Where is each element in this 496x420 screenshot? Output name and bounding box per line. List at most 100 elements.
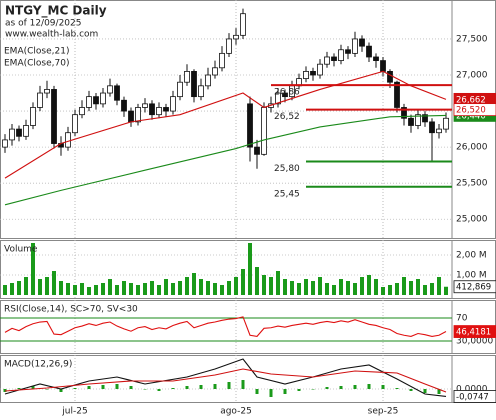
candle-body <box>37 92 43 108</box>
candle-body <box>338 49 344 61</box>
candle-body <box>191 71 197 98</box>
candle-body <box>30 107 36 126</box>
histogram-bar <box>367 384 371 389</box>
panel-title: Volume <box>4 245 38 255</box>
level-label: 25,80 <box>274 164 300 174</box>
value-label: 26,440 <box>456 111 486 121</box>
volume-bar <box>136 285 140 295</box>
volume-bar <box>241 269 245 295</box>
candle-body <box>44 89 50 94</box>
y-tick-label: 30,0000 <box>456 336 493 346</box>
candle-body <box>219 52 225 69</box>
volume-bar <box>423 285 427 295</box>
candle-body <box>114 85 120 101</box>
histogram-bar <box>115 384 119 389</box>
volume-bar <box>220 285 224 295</box>
volume-bar <box>374 279 378 295</box>
volume-bar <box>164 279 168 295</box>
y-tick-label: 25,500 <box>456 179 488 189</box>
panel-title: MACD(12,26,9) <box>4 360 72 370</box>
volume-bar <box>129 283 133 295</box>
histogram-bar <box>409 389 413 391</box>
y-tick-label: 27,500 <box>456 34 488 44</box>
candle-body <box>212 67 218 76</box>
candle-body <box>135 107 141 123</box>
value-box <box>453 280 496 294</box>
candle-body <box>429 121 435 134</box>
volume-bar <box>143 283 147 295</box>
candle-body <box>387 71 393 83</box>
volume-bar <box>108 279 112 295</box>
candle-body <box>233 34 239 40</box>
candle-body <box>310 71 316 76</box>
chart-subtitle: as of 12/09/2025 <box>5 19 81 29</box>
volume-bar <box>171 283 175 295</box>
volume-bar <box>276 271 280 295</box>
legend-entry: EMA(Close,21) <box>4 47 69 57</box>
candle-body <box>380 60 386 72</box>
candle-body <box>72 114 78 134</box>
candle-body <box>240 13 246 36</box>
candle-body <box>142 103 148 108</box>
candle-body <box>23 125 29 137</box>
volume-bar <box>150 281 154 295</box>
histogram-bar <box>129 386 133 389</box>
candle-body <box>359 38 365 47</box>
candle-body <box>93 96 99 105</box>
value-label: 26,662 <box>456 95 486 105</box>
candle-body <box>184 71 190 83</box>
volume-bar <box>101 283 105 295</box>
candle-body <box>254 146 260 155</box>
volume-bar <box>437 277 441 295</box>
histogram-bar <box>241 380 245 389</box>
candle-body <box>51 89 57 144</box>
y-tick-label: 26,000 <box>456 143 488 153</box>
x-tick-label: jul-25 <box>61 407 87 417</box>
candle-body <box>100 92 106 105</box>
candle-body <box>261 107 267 155</box>
value-label: -0,0747 <box>456 392 489 402</box>
value-box <box>453 325 496 338</box>
candle-body <box>86 96 92 108</box>
value-label: 26,520 <box>456 106 486 116</box>
volume-bar <box>255 267 259 295</box>
volume-bar <box>367 275 371 295</box>
histogram-bar <box>199 385 203 389</box>
candle-body <box>324 56 330 65</box>
x-tick-label: ago-25 <box>220 407 252 417</box>
candle-body <box>366 45 372 58</box>
histogram-bar <box>423 389 427 393</box>
histogram-bar <box>101 385 105 389</box>
volume-bar <box>80 283 84 295</box>
candle-body <box>177 81 183 98</box>
candle-body <box>408 117 414 126</box>
y-tick-label: 0,0000 <box>456 385 488 395</box>
histogram-bar <box>269 389 273 397</box>
candle-body <box>149 103 155 116</box>
volume-bar <box>178 281 182 295</box>
histogram-bar <box>381 385 385 389</box>
volume-bar <box>38 279 42 295</box>
volume-bar <box>66 283 70 295</box>
volume-bar <box>416 279 420 295</box>
volume-bar <box>87 287 91 295</box>
candle-body <box>422 114 428 123</box>
y-tick-label: 2,00 M <box>456 251 487 261</box>
histogram-bar <box>143 389 147 390</box>
candle-body <box>282 92 288 98</box>
candle-body <box>205 74 211 87</box>
candle-body <box>9 128 15 141</box>
volume-bar <box>269 277 273 295</box>
volume-bar <box>409 281 413 295</box>
histogram-bar <box>437 389 441 394</box>
histogram-bar <box>353 385 357 389</box>
volume-bar <box>45 277 49 295</box>
level-label: 25,45 <box>274 189 300 199</box>
volume-bar <box>430 283 434 295</box>
chart-title: NTGY_MC Daily <box>5 4 107 19</box>
candle-body <box>331 56 337 61</box>
volume-bar <box>206 281 210 295</box>
ema-line <box>4 114 447 206</box>
volume-bar <box>248 243 252 295</box>
